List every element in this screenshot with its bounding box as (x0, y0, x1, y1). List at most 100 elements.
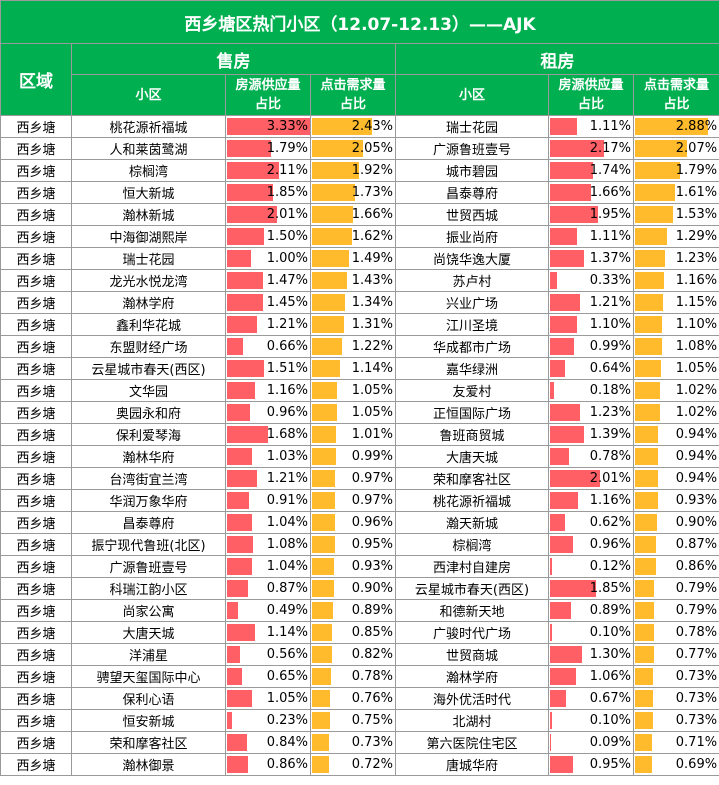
rent-supply-value: 1.10% (589, 317, 631, 332)
sale-supply-value: 1.68% (266, 427, 308, 442)
rent-demand-cell: 0.79% (632, 577, 719, 600)
rent-supply-cell: 0.64% (548, 357, 634, 380)
rent-demand-value: 1.23% (675, 251, 718, 266)
rent-demand-value: 1.08% (675, 339, 718, 354)
rent-supply-value: 0.62% (589, 515, 631, 530)
sale-supply-value: 1.08% (266, 537, 308, 552)
sale-supply-bar (227, 492, 249, 509)
sale-demand-cell: 0.96% (310, 511, 396, 534)
rent-name-cell: 瑞士花园 (395, 115, 549, 138)
sale-supply-cell: 1.14% (225, 621, 311, 644)
rent-demand-bar (635, 426, 659, 443)
area-cell: 西乡塘 (0, 379, 72, 402)
sale-supply-cell: 0.23% (225, 709, 311, 732)
sale-supply-cell: 1.04% (225, 555, 311, 578)
rent-supply-value: 0.12% (589, 559, 631, 574)
sale-supply-cell: 1.00% (225, 247, 311, 270)
sale-supply-bar (227, 338, 243, 355)
rent-name-cell: 兴业广场 (395, 291, 549, 314)
rent-supply-cell: 1.30% (548, 643, 634, 666)
sale-demand-bar (312, 624, 333, 641)
rent-supply-cell: 0.89% (548, 599, 634, 622)
rent-demand-cell: 1.16% (632, 269, 719, 292)
sale-demand-value: 1.22% (351, 339, 393, 354)
rent-name-cell: 鲁班商贸城 (395, 423, 549, 446)
rent-demand-cell: 1.02% (632, 401, 719, 424)
area-cell: 西乡塘 (0, 115, 72, 138)
rent-name-cell: 华成都市广场 (395, 335, 549, 358)
sale-name-cell: 恒大新城 (71, 181, 226, 204)
table-row: 西乡塘 洋浦星 0.56% 0.82% 世贸商城 1.30% 0.77% (0, 643, 719, 666)
sale-demand-bar (312, 668, 331, 685)
sale-supply-bar (227, 690, 253, 707)
sale-name-cell: 尚家公寓 (71, 599, 226, 622)
sale-demand-cell: 1.73% (310, 181, 396, 204)
rent-demand-cell: 0.93% (632, 489, 719, 512)
table-row: 西乡塘 桃花源祈福城 3.33% 2.43% 瑞士花园 1.11% 2.88% (0, 115, 719, 138)
rent-supply-header: 房源供应量 占比 (548, 74, 634, 116)
sale-supply-value: 1.03% (266, 449, 308, 464)
rent-demand-cell: 0.69% (632, 753, 719, 776)
rent-name-cell: 友爱村 (395, 379, 549, 402)
rent-supply-bar (550, 184, 591, 201)
rent-demand-cell: 1.23% (632, 247, 719, 270)
rent-name-cell: 瀚天新城 (395, 511, 549, 534)
table-row: 西乡塘 龙光水悦龙湾 1.47% 1.43% 苏卢村 0.33% 1.16% (0, 269, 719, 292)
table-row: 西乡塘 华润万象华府 0.91% 0.97% 桃花源祈福城 1.16% 0.93% (0, 489, 719, 512)
area-cell: 西乡塘 (0, 445, 72, 468)
rent-demand-value: 1.29% (675, 229, 718, 244)
area-cell: 西乡塘 (0, 247, 72, 270)
sale-demand-value: 0.78% (351, 669, 393, 684)
sale-supply-bar (227, 162, 280, 179)
table-row: 西乡塘 鑫利华花城 1.21% 1.31% 江川圣境 1.10% 1.10% (0, 313, 719, 336)
rent-demand-value: 0.86% (675, 559, 718, 574)
rent-demand-bar (635, 558, 656, 575)
area-cell: 西乡塘 (0, 203, 72, 226)
rent-supply-bar (550, 690, 566, 707)
rent-demand-cell: 1.15% (632, 291, 719, 314)
rent-demand-bar (635, 228, 667, 245)
area-cell: 西乡塘 (0, 181, 72, 204)
rent-demand-value: 0.94% (675, 471, 718, 486)
rent-supply-cell: 1.95% (548, 203, 634, 226)
sale-name-cell: 台湾街宜兰湾 (71, 467, 226, 490)
sale-supply-bar (227, 316, 257, 333)
sale-demand-value: 0.76% (351, 691, 393, 706)
area-cell: 西乡塘 (0, 269, 72, 292)
rent-section-header: 租房 (394, 43, 719, 75)
sale-demand-value: 0.99% (351, 449, 393, 464)
rent-demand-cell: 1.05% (632, 357, 719, 380)
rent-supply-cell: 0.96% (548, 533, 634, 556)
rent-demand-cell: 2.07% (632, 137, 719, 160)
sale-supply-cell: 1.68% (225, 423, 311, 446)
rent-supply-cell: 1.10% (548, 313, 634, 336)
sale-supply-value: 1.47% (266, 273, 308, 288)
rent-supply-value: 1.11% (589, 119, 631, 134)
rent-demand-value: 0.78% (675, 625, 718, 640)
rent-supply-cell: 1.11% (548, 225, 634, 248)
sale-supply-cell: 1.47% (225, 269, 311, 292)
rent-demand-value: 0.93% (675, 493, 718, 508)
rent-supply-cell: 1.16% (548, 489, 634, 512)
rent-demand-bar (635, 294, 664, 311)
sale-demand-value: 1.62% (351, 229, 393, 244)
rent-supply-value: 1.74% (589, 163, 631, 178)
rent-supply-value: 0.95% (589, 757, 631, 772)
area-cell: 西乡塘 (0, 489, 72, 512)
rent-supply-bar (550, 338, 574, 355)
sale-demand-cell: 1.05% (310, 379, 396, 402)
sale-name-cell: 瑞士花园 (71, 247, 226, 270)
rent-supply-cell: 0.18% (548, 379, 634, 402)
sale-supply-bar (227, 426, 269, 443)
rent-supply-bar (550, 470, 600, 487)
sale-demand-cell: 0.99% (310, 445, 396, 468)
table-row: 西乡塘 文华园 1.16% 1.05% 友爱村 0.18% 1.02% (0, 379, 719, 402)
rent-demand-bar (635, 756, 652, 773)
rent-name-cell: 荣和摩客社区 (395, 467, 549, 490)
sale-supply-bar (227, 624, 255, 641)
sale-name-cell: 大唐天城 (71, 621, 226, 644)
area-cell: 西乡塘 (0, 137, 72, 160)
sale-demand-cell: 2.43% (310, 115, 396, 138)
rent-supply-value: 1.95% (589, 207, 631, 222)
rent-supply-bar (550, 250, 584, 267)
